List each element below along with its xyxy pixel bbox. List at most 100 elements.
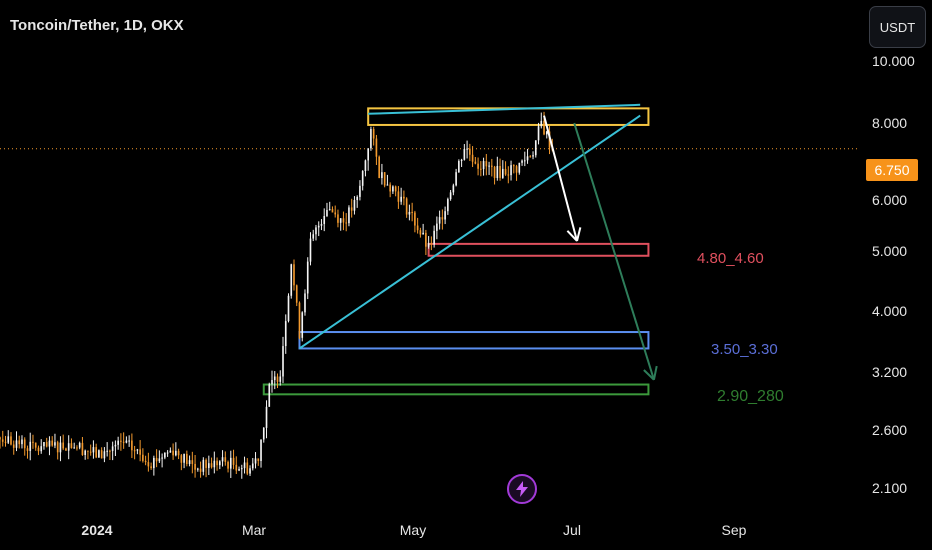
candle-body: [23, 439, 26, 449]
candle-body: [15, 440, 18, 448]
candle-body: [482, 161, 485, 170]
candle-body: [117, 440, 119, 445]
candle-body: [411, 211, 413, 213]
candle-body: [133, 450, 136, 452]
candle-body: [21, 439, 23, 445]
candle-body: [507, 174, 510, 176]
candle-body: [10, 436, 12, 445]
candle-body: [350, 207, 353, 211]
candle-body: [73, 447, 76, 449]
candle-body: [405, 198, 408, 215]
candle-body: [221, 457, 224, 462]
candle-body: [142, 454, 144, 461]
candle-body: [257, 458, 260, 461]
candle-body: [414, 212, 416, 226]
candle-body: [490, 165, 493, 167]
candle-body: [427, 243, 430, 247]
candle-body: [210, 463, 213, 468]
candle-body: [477, 163, 479, 169]
candle-body: [510, 165, 512, 176]
zone-2-zone: [298, 331, 650, 350]
candle-body: [537, 126, 540, 141]
candle-body: [32, 441, 34, 443]
candle-body: [441, 217, 444, 220]
candle-body: [383, 172, 386, 186]
candle-body: [18, 440, 21, 445]
candle-body: [298, 302, 301, 338]
candle-body: [430, 243, 433, 245]
candle-body: [345, 222, 348, 224]
candle-body: [150, 466, 152, 469]
candle-body: [471, 154, 474, 162]
candle-body: [356, 196, 359, 201]
candle-body: [444, 211, 446, 220]
candle-body: [389, 184, 391, 192]
candle-body: [521, 160, 523, 163]
candle-body: [515, 166, 518, 173]
candle-body: [92, 447, 95, 453]
candle-body: [485, 161, 488, 167]
x-tick-label: Jul: [563, 522, 581, 538]
candle-body: [147, 462, 150, 467]
candle-body: [213, 460, 216, 468]
candle-body: [40, 446, 43, 452]
candle-body: [496, 165, 499, 179]
candle-body: [172, 450, 174, 456]
candle-body: [224, 457, 227, 462]
candle-body: [161, 457, 163, 459]
candle-body: [301, 312, 304, 338]
candle-body: [205, 459, 207, 468]
candle-body: [403, 196, 405, 199]
candle-body: [78, 442, 81, 448]
candle-body: [326, 209, 328, 217]
candle-body: [331, 209, 334, 213]
resistance-zone: [367, 107, 650, 126]
candle-body: [84, 450, 86, 455]
top-line: [368, 103, 641, 115]
candle-body: [449, 192, 452, 200]
candle-body: [268, 384, 271, 407]
candle-body: [474, 161, 477, 164]
lightning-icon[interactable]: [507, 474, 537, 504]
candle-body: [51, 440, 54, 446]
y-tick-label: 6.000: [872, 192, 908, 208]
candle-body: [45, 442, 48, 447]
projection-short: [543, 115, 578, 242]
candle-body: [120, 440, 122, 442]
projection-short-arrowhead: [576, 227, 582, 242]
projection-long: [573, 122, 655, 381]
candle-body: [158, 458, 161, 462]
candle-body: [271, 380, 273, 385]
candle-body: [328, 209, 331, 211]
candle-body: [29, 441, 32, 451]
candle-body: [397, 191, 400, 202]
candle-body: [295, 285, 298, 303]
candle-body: [433, 230, 435, 245]
projection-short-arrowhead: [566, 230, 578, 242]
candle-body: [216, 460, 218, 466]
candle-body: [54, 442, 56, 446]
candle-body: [56, 442, 59, 453]
candle-body: [540, 120, 543, 127]
currency-button[interactable]: USDT: [869, 6, 926, 48]
candle-body: [284, 321, 287, 347]
y-tick-label: 4.000: [872, 303, 908, 319]
candle-body: [543, 120, 545, 135]
x-tick-label: 2024: [81, 522, 113, 538]
candle-body: [287, 295, 290, 322]
candle-body: [273, 376, 276, 381]
candle-body: [337, 214, 339, 223]
candle-body: [12, 444, 15, 448]
candle-body: [293, 264, 295, 286]
y-tick-label: 3.200: [872, 364, 908, 380]
candle-body: [197, 468, 199, 470]
last-price-badge: 6.750: [866, 159, 918, 181]
candle-body: [323, 216, 326, 224]
candle-body: [315, 227, 317, 235]
candle-body: [240, 468, 243, 470]
candle-body: [452, 185, 455, 193]
candle-body: [98, 450, 100, 458]
candle-body: [466, 148, 468, 150]
candle-body: [359, 185, 361, 197]
